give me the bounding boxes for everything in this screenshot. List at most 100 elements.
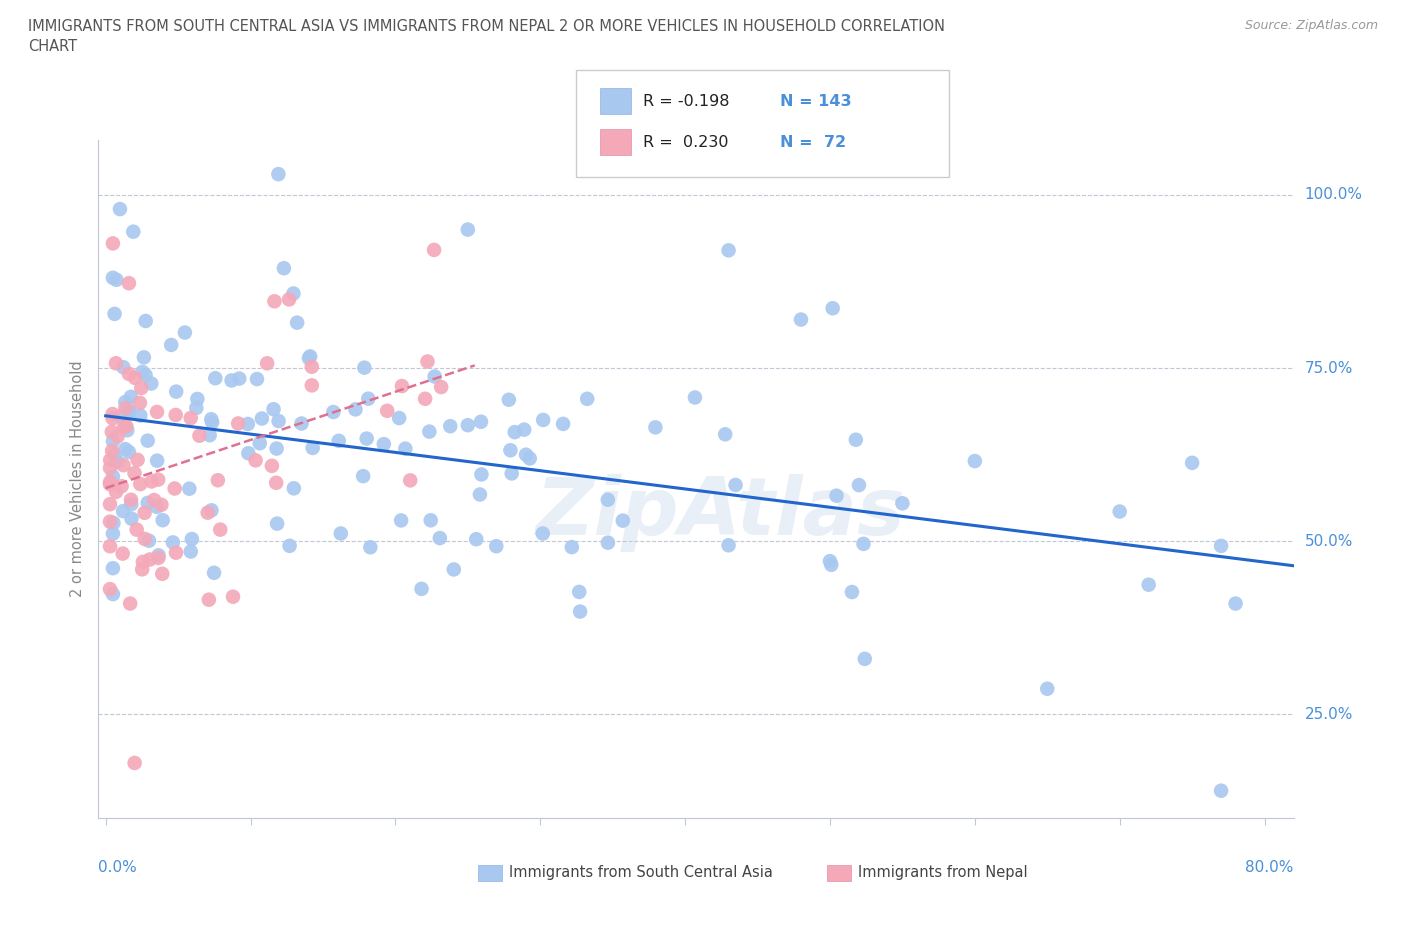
Point — [135, 313, 157, 328]
Point — [301, 378, 323, 392]
Point — [568, 584, 591, 599]
Point — [278, 538, 301, 553]
Point — [101, 424, 124, 439]
Point — [429, 531, 451, 546]
Point — [222, 590, 245, 604]
Point — [200, 503, 222, 518]
Point — [820, 557, 842, 572]
Point — [148, 551, 170, 565]
Point — [845, 432, 868, 447]
Point — [129, 380, 152, 395]
Point — [1209, 783, 1232, 798]
Point — [180, 410, 202, 425]
Point — [519, 451, 541, 466]
Point — [644, 420, 666, 435]
Point — [150, 498, 173, 512]
Point — [209, 522, 232, 537]
Point — [131, 365, 153, 379]
Point — [301, 359, 323, 374]
Point — [353, 360, 375, 375]
Text: CHART: CHART — [28, 39, 77, 54]
Point — [146, 453, 169, 468]
Point — [683, 390, 706, 405]
Point — [114, 401, 136, 416]
Point — [129, 395, 152, 410]
Point — [198, 592, 221, 607]
Point — [146, 405, 169, 419]
Point — [423, 369, 446, 384]
Point — [105, 485, 128, 499]
Point — [148, 548, 170, 563]
Point — [419, 512, 441, 527]
Text: 80.0%: 80.0% — [1246, 860, 1294, 875]
Point — [423, 243, 446, 258]
Point — [264, 475, 287, 490]
Point — [207, 472, 229, 487]
Text: 25.0%: 25.0% — [1305, 707, 1353, 722]
Point — [141, 376, 163, 391]
Point — [236, 417, 259, 432]
Point — [1209, 538, 1232, 553]
Point — [470, 467, 492, 482]
Point — [197, 505, 219, 520]
Point — [848, 478, 870, 493]
Point — [129, 408, 152, 423]
Point — [107, 429, 129, 444]
Point — [263, 402, 285, 417]
Point — [118, 404, 141, 418]
Point — [266, 516, 288, 531]
Point — [561, 539, 583, 554]
Point — [146, 472, 169, 487]
Point — [443, 562, 465, 577]
Point — [329, 526, 352, 541]
Point — [120, 390, 142, 405]
Point — [1137, 578, 1160, 592]
Point — [221, 373, 243, 388]
Point — [118, 366, 141, 381]
Point — [124, 755, 146, 770]
Text: Source: ZipAtlas.com: Source: ZipAtlas.com — [1244, 19, 1378, 32]
Point — [101, 411, 124, 426]
Point — [413, 392, 436, 406]
Point — [1036, 682, 1059, 697]
Point — [152, 512, 174, 527]
Point — [322, 405, 344, 419]
Point — [468, 487, 491, 502]
Point — [101, 236, 124, 251]
Point — [569, 604, 592, 619]
Point — [134, 532, 156, 547]
Point — [238, 445, 260, 460]
Point — [1108, 504, 1130, 519]
Point — [103, 307, 125, 322]
Point — [141, 474, 163, 489]
Point — [717, 538, 740, 552]
Point — [165, 384, 187, 399]
Point — [104, 447, 127, 462]
Point — [418, 424, 440, 439]
Point — [120, 596, 142, 611]
Point — [357, 392, 380, 406]
Text: IMMIGRANTS FROM SOUTH CENTRAL ASIA VS IMMIGRANTS FROM NEPAL 2 OR MORE VEHICLES I: IMMIGRANTS FROM SOUTH CENTRAL ASIA VS IM… — [28, 19, 945, 33]
Point — [283, 481, 305, 496]
Point — [138, 552, 160, 567]
Point — [117, 423, 139, 438]
Point — [132, 554, 155, 569]
Point — [201, 415, 224, 430]
Point — [250, 411, 273, 426]
Point — [98, 497, 121, 512]
Point — [388, 411, 411, 426]
Point — [515, 447, 537, 462]
Point — [290, 416, 312, 431]
Text: N = 143: N = 143 — [780, 94, 852, 109]
Point — [301, 441, 323, 456]
Point — [143, 493, 166, 508]
Point — [790, 312, 813, 327]
Point — [531, 413, 554, 428]
Point — [394, 441, 416, 456]
Point — [101, 526, 124, 541]
Point — [204, 371, 226, 386]
Point — [399, 473, 422, 488]
Point — [108, 202, 131, 217]
Point — [498, 392, 520, 407]
Point — [499, 443, 522, 458]
